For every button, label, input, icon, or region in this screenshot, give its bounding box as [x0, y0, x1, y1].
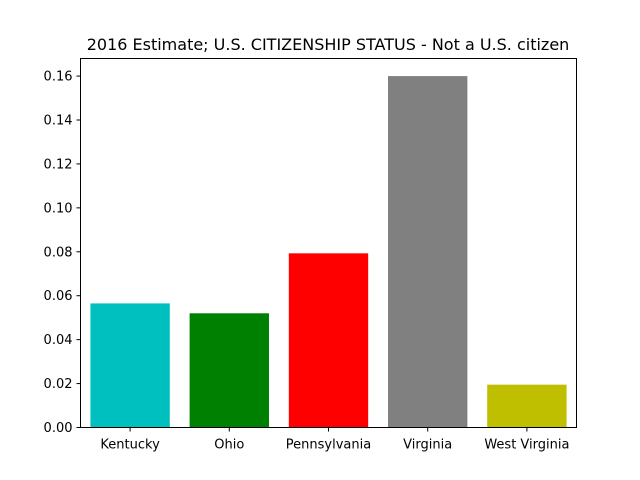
- x-tick-label: Pennsylvania: [286, 438, 371, 453]
- bar-west-virginia: [487, 384, 567, 428]
- bar-virginia: [388, 76, 468, 428]
- y-tick-label: 0.12: [44, 157, 73, 172]
- bars-group: [90, 76, 567, 428]
- bar-ohio: [189, 313, 269, 428]
- x-tick-label: Kentucky: [100, 438, 160, 453]
- chart-title: 2016 Estimate; U.S. CITIZENSHIP STATUS -…: [87, 35, 570, 54]
- y-tick-label: 0.06: [44, 289, 73, 304]
- y-tick-label: 0.00: [44, 421, 73, 436]
- bar-pennsylvania: [288, 253, 369, 428]
- y-tick-label: 0.08: [44, 245, 73, 260]
- bar-kentucky: [90, 303, 170, 428]
- x-tick-label: West Virginia: [484, 438, 569, 453]
- x-tick-label: Ohio: [214, 438, 244, 453]
- y-axis: 0.00 0.02 0.04 0.06 0.08 0.10 0.12 0.14 0.16: [44, 70, 81, 436]
- x-tick-label: Virginia: [403, 438, 452, 453]
- y-tick-label: 0.02: [44, 377, 73, 392]
- plot-frame: [80, 58, 577, 428]
- y-tick-label: 0.14: [44, 114, 73, 129]
- y-tick-label: 0.10: [44, 201, 73, 216]
- y-tick-label: 0.16: [44, 70, 73, 85]
- x-axis: Kentucky Ohio Pennsylvania Virginia West Vir…: [100, 427, 569, 453]
- y-tick-label: 0.04: [44, 333, 73, 348]
